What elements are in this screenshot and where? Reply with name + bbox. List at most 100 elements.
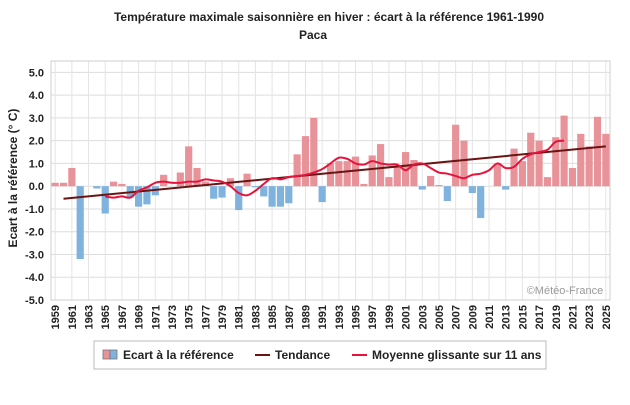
x-tick-label: 1973 (167, 305, 179, 329)
x-tick-label: 2001 (401, 305, 413, 329)
bar-1988 (293, 154, 301, 187)
bar-1984 (260, 186, 268, 197)
bar-2016 (527, 132, 535, 187)
bar-2006 (443, 186, 451, 201)
bar-2025 (602, 133, 610, 187)
bar-1985 (268, 186, 276, 207)
x-tick-label: 1991 (317, 305, 329, 329)
x-tick-label: 2013 (501, 305, 513, 329)
bar-1972 (160, 174, 168, 187)
x-tick-label: 1989 (300, 305, 312, 329)
x-tick-label: 1999 (384, 305, 396, 329)
y-tick-label: 1.0 (29, 158, 44, 170)
x-tick-label: 1969 (134, 305, 146, 329)
legend: Ecart à la référence Tendance Moyenne gl… (93, 340, 547, 370)
bar-1999 (385, 177, 393, 187)
x-tick-label: 1985 (267, 305, 279, 329)
y-tick-label: -1.0 (25, 204, 44, 216)
bar-2012 (493, 163, 501, 187)
bar-2024 (593, 116, 602, 187)
y-tick-label: -2.0 (25, 227, 44, 239)
bar-2005 (435, 185, 443, 187)
plot-area (50, 60, 611, 301)
bar-1979 (218, 186, 226, 198)
bar-2017 (535, 140, 543, 187)
bar-2019 (552, 137, 560, 187)
bar-2008 (460, 140, 468, 187)
legend-item-trend: Tendance (255, 348, 330, 362)
y-tick-label: -3.0 (25, 249, 44, 261)
x-tick-label: 1983 (250, 305, 262, 329)
bar-2009 (468, 186, 476, 194)
trend-line (63, 145, 606, 200)
x-tick-label: 1997 (367, 305, 379, 329)
x-tick-label: 2023 (584, 305, 596, 329)
y-axis-label: Ecart à la référence (° C) (6, 109, 20, 248)
bar-2003 (418, 186, 426, 190)
bar-2021 (568, 167, 577, 187)
x-tick-label: 1971 (150, 305, 162, 329)
bar-1981 (235, 186, 243, 211)
x-tick-label: 2025 (601, 305, 613, 329)
bar-1998 (376, 144, 385, 187)
bar-2002 (410, 160, 418, 187)
copyright-text: ©Météo-France (527, 285, 604, 297)
legend-item-bars: Ecart à la référence (102, 348, 234, 362)
bar-1991 (318, 186, 326, 203)
x-tick-label: 2009 (467, 305, 479, 329)
legend-item-moving-average: Moyenne glissante sur 11 ans (352, 348, 542, 362)
x-tick-label: 2019 (551, 305, 563, 329)
x-tick-label: 2011 (484, 305, 496, 329)
x-tick-label: 1961 (67, 305, 79, 329)
bar-2004 (427, 175, 435, 187)
bar-1967 (118, 183, 126, 187)
chart-title: Température maximale saisonnière en hive… (114, 10, 544, 24)
bar-1977 (201, 181, 209, 187)
x-tick-label: 1967 (117, 305, 129, 329)
bar-1970 (143, 186, 151, 205)
bar-1976 (193, 167, 201, 187)
bar-1962 (76, 186, 84, 260)
x-tick-label: 1979 (217, 305, 229, 329)
x-tick-label: 2015 (517, 305, 529, 329)
legend-label-trend: Tendance (275, 348, 330, 362)
x-axis: 1959 1961 1963 1965 1967 1969 1971 1973 1975 1977… (50, 305, 613, 329)
bar-1965 (101, 186, 109, 214)
bar-2015 (518, 161, 526, 187)
bar-1986 (276, 186, 285, 207)
bar-2018 (543, 177, 552, 187)
bar-1982 (243, 173, 251, 187)
x-tick-label: 2021 (567, 305, 579, 329)
y-tick-label: -5.0 (25, 295, 44, 307)
bar-1975 (185, 146, 193, 187)
bar-1983 (251, 186, 259, 188)
bar-1959 (51, 182, 59, 187)
bar-1966 (109, 181, 118, 187)
legend-label-moving-average: Moyenne glissante sur 11 ans (372, 348, 542, 362)
y-tick-label: -4.0 (25, 272, 44, 284)
bar-1987 (285, 186, 293, 204)
bar-1964 (93, 186, 101, 189)
bar-1978 (210, 186, 218, 199)
legend-swatch-negative (109, 349, 118, 360)
bar-1960 (59, 182, 68, 187)
bar-2001 (402, 152, 410, 187)
bar-2010 (477, 186, 485, 219)
bar-1994 (343, 161, 351, 187)
moving-average-line (105, 139, 565, 199)
y-tick-label: 2.0 (29, 136, 44, 148)
bar-1992 (326, 163, 335, 187)
y-tick-label: 4.0 (29, 90, 44, 102)
y-tick-label: 0.0 (29, 181, 44, 193)
x-tick-label: 2017 (534, 305, 546, 329)
bar-1989 (301, 136, 310, 187)
bar-1969 (135, 186, 143, 207)
x-tick-label: 1995 (351, 305, 363, 329)
legend-box (93, 340, 547, 370)
x-tick-label: 2003 (417, 305, 429, 329)
bar-series (51, 115, 610, 260)
x-tick-label: 2005 (434, 305, 446, 329)
bar-2007 (452, 124, 460, 187)
x-tick-label: 1965 (100, 305, 112, 329)
x-tick-label: 1963 (84, 305, 96, 329)
